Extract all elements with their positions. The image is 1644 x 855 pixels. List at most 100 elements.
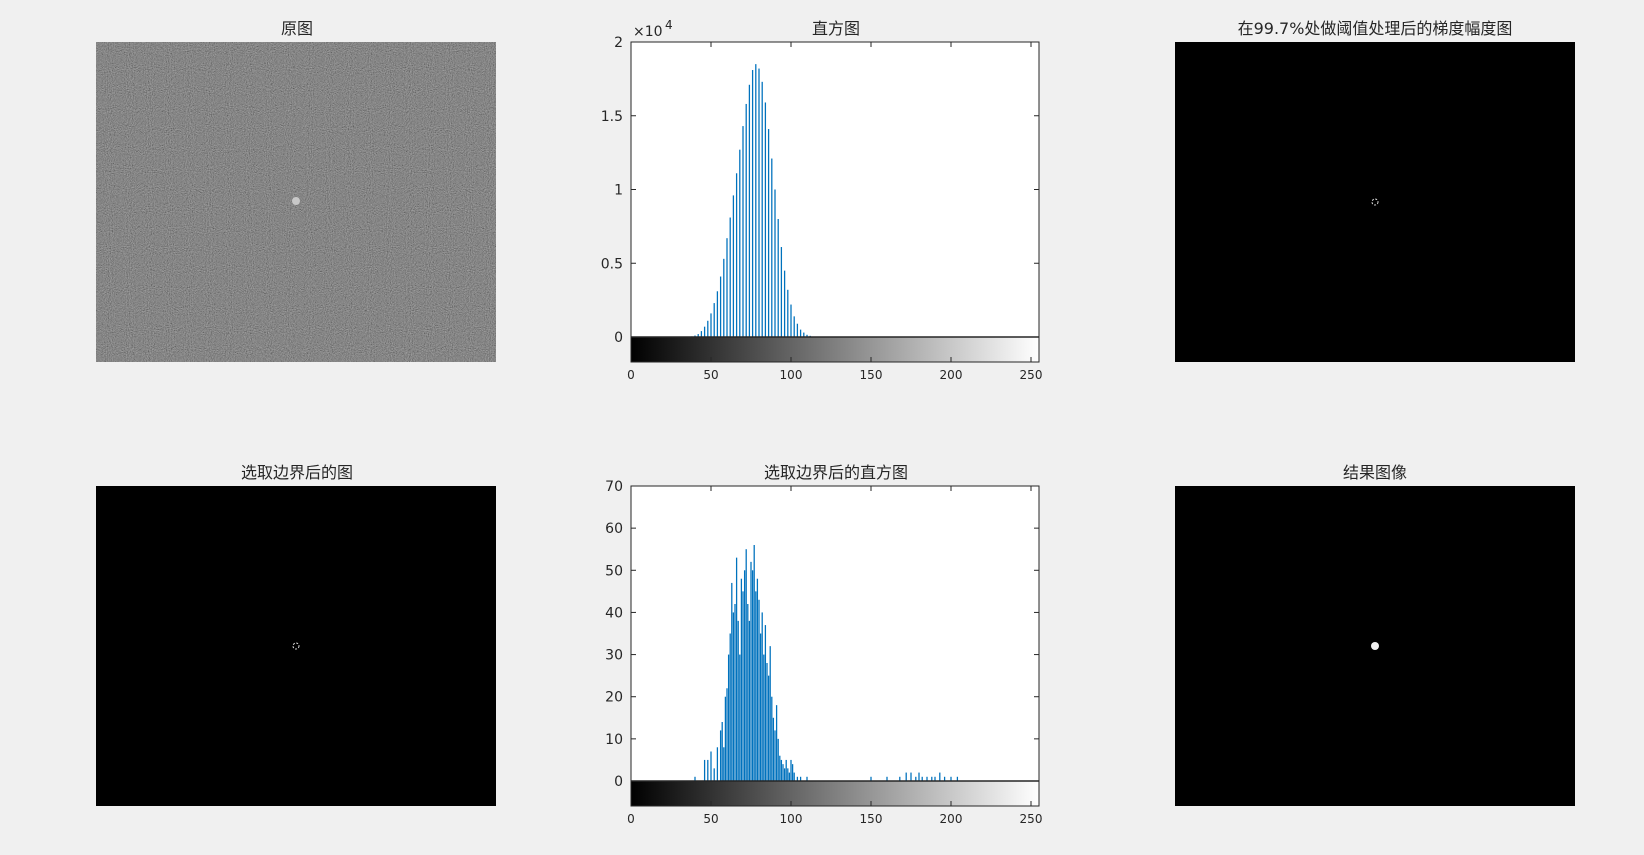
histogram-bar bbox=[735, 557, 738, 781]
histogram-bar bbox=[723, 258, 725, 337]
histogram-bar bbox=[796, 323, 799, 337]
histogram-bar bbox=[726, 688, 728, 781]
histogram-bar bbox=[764, 625, 767, 781]
histogram-bar bbox=[934, 776, 936, 781]
y-exponent-power: 4 bbox=[665, 18, 673, 32]
histogram-bar bbox=[761, 612, 763, 781]
histogram-bar bbox=[767, 129, 770, 337]
histogram-bar bbox=[716, 747, 719, 781]
histogram-bar bbox=[788, 772, 791, 781]
panel-boundary: 选取边界后的图 bbox=[96, 463, 496, 806]
y-tick-label: 40 bbox=[605, 605, 623, 621]
panel-threshold: 在99.7%处做阈值处理后的梯度幅度图 bbox=[1175, 19, 1575, 362]
original-bright-spot bbox=[292, 197, 300, 205]
histogram-bar bbox=[921, 776, 923, 781]
histogram-bar bbox=[918, 772, 920, 781]
histogram-bar bbox=[767, 675, 770, 781]
result-blob bbox=[1371, 642, 1379, 650]
histogram-bar bbox=[793, 772, 795, 781]
histogram-bar bbox=[756, 578, 759, 781]
histogram-bar bbox=[761, 81, 763, 337]
histogram-bar bbox=[785, 759, 787, 781]
histogram-bar bbox=[703, 759, 706, 781]
histogram-bar bbox=[726, 238, 728, 337]
x-tick-label: 100 bbox=[780, 368, 803, 382]
panel-title-result: 结果图像 bbox=[1343, 463, 1407, 482]
histogram-bar bbox=[910, 772, 912, 781]
histogram-bar bbox=[777, 219, 779, 337]
boundary-ring bbox=[292, 642, 300, 650]
plot-area bbox=[631, 486, 1039, 781]
histogram-bar bbox=[755, 64, 757, 337]
histogram-bar bbox=[771, 696, 773, 781]
histogram-bar bbox=[697, 334, 699, 337]
histogram-bar bbox=[774, 189, 776, 337]
threshold-image bbox=[1175, 42, 1575, 362]
histogram-bar bbox=[803, 332, 805, 337]
histogram-bar bbox=[956, 776, 959, 781]
y-tick-label: 1.5 bbox=[601, 109, 623, 125]
histogram-bar bbox=[806, 776, 808, 781]
histogram-bar bbox=[783, 768, 786, 781]
panel-histogram: 直方图 0 0.5 1 1.5 2 0 50 100 150 200 250 ×10 4 bbox=[601, 18, 1043, 382]
plot-area bbox=[631, 42, 1039, 337]
histogram-bar bbox=[748, 84, 751, 338]
chart-title-boundary-histogram: 选取边界后的直方图 bbox=[764, 463, 908, 482]
y-tick-label: 2 bbox=[614, 35, 623, 51]
histogram-bar bbox=[729, 217, 731, 337]
histogram-bar bbox=[724, 696, 727, 781]
panel-title-boundary: 选取边界后的图 bbox=[241, 463, 353, 482]
histogram-bar bbox=[787, 768, 789, 781]
histogram-bar bbox=[790, 759, 792, 781]
histogram-bar bbox=[710, 751, 712, 781]
histogram-bar bbox=[748, 620, 751, 781]
histogram-bar bbox=[905, 772, 907, 781]
x-tick-label: 0 bbox=[627, 368, 635, 382]
y-tick-label: 30 bbox=[605, 648, 623, 664]
x-tick-label: 50 bbox=[703, 368, 718, 382]
histogram-bar bbox=[732, 612, 735, 781]
grayscale-colorbar bbox=[631, 337, 1039, 362]
y-tick-label: 50 bbox=[605, 563, 623, 579]
histogram-bar bbox=[703, 326, 706, 337]
histogram-bar bbox=[774, 730, 776, 781]
histogram-bar bbox=[739, 149, 741, 337]
histogram-bar bbox=[719, 276, 722, 337]
histogram-bar bbox=[791, 764, 794, 781]
chart-title-histogram: 直方图 bbox=[812, 19, 860, 38]
x-tick-label: 0 bbox=[627, 812, 635, 826]
y-exponent-label: ×10 bbox=[633, 24, 663, 40]
histogram-bar bbox=[723, 747, 725, 781]
histogram-bar bbox=[777, 738, 779, 781]
histogram-bar bbox=[799, 329, 802, 337]
histogram-bar bbox=[780, 247, 783, 337]
histogram-bar bbox=[796, 776, 799, 781]
histogram-bar bbox=[771, 158, 773, 337]
x-tick-label: 200 bbox=[940, 812, 963, 826]
y-tick-label: 0 bbox=[614, 330, 623, 346]
histogram-bar bbox=[739, 654, 741, 781]
histogram-bar bbox=[707, 320, 709, 337]
histogram-bar bbox=[753, 545, 755, 781]
histogram-bar bbox=[772, 717, 775, 781]
x-tick-label: 200 bbox=[940, 368, 963, 382]
y-tick-label: 20 bbox=[605, 690, 623, 706]
histogram-bar bbox=[731, 582, 733, 781]
boundary-image bbox=[96, 486, 496, 806]
histogram-bar bbox=[793, 316, 795, 337]
axes-box bbox=[630, 485, 1040, 807]
histogram-bar bbox=[764, 102, 767, 337]
threshold-ring bbox=[1371, 198, 1379, 206]
histogram-bar bbox=[899, 776, 901, 781]
grayscale-colorbar bbox=[631, 781, 1039, 806]
histogram-bar bbox=[759, 633, 762, 781]
histogram-bar bbox=[782, 764, 784, 781]
panel-original: 原图 bbox=[96, 19, 496, 362]
x-tick-label: 100 bbox=[780, 812, 803, 826]
histogram-bar bbox=[694, 776, 696, 781]
histogram-bar bbox=[943, 776, 946, 781]
y-tick-label: 0.5 bbox=[601, 256, 623, 272]
x-tick-label: 250 bbox=[1020, 812, 1043, 826]
histogram-bar bbox=[732, 195, 735, 337]
